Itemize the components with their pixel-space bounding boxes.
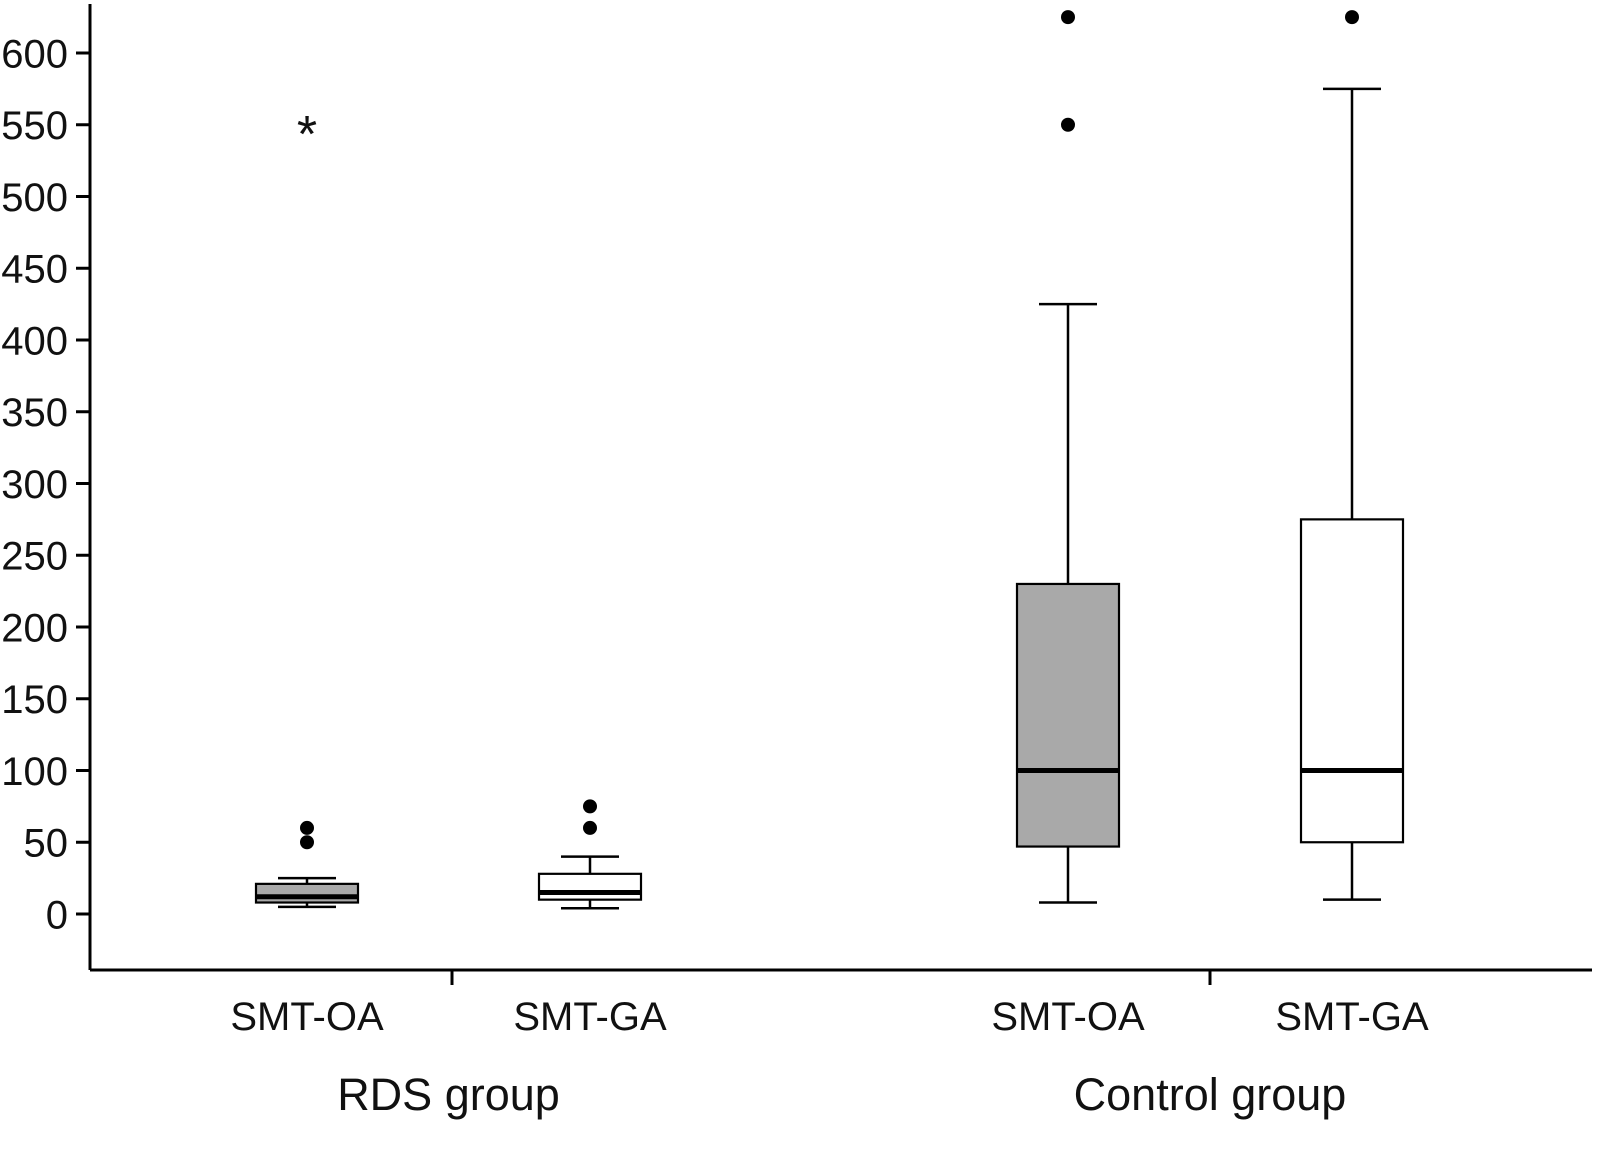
y-tick-label: 500 [1, 176, 68, 220]
y-tick-label: 600 [1, 32, 68, 76]
outlier-dot [300, 835, 314, 850]
outlier-dot [1345, 10, 1359, 25]
box-rect [537, 872, 643, 901]
box-rect [1015, 582, 1121, 848]
box-rds-smt-oa: * [254, 106, 360, 909]
box-rect [1299, 518, 1405, 844]
outlier-dot [583, 799, 597, 814]
category-label: SMT-GA [1275, 995, 1429, 1039]
category-label: SMT-GA [513, 995, 667, 1039]
y-tick-label: 300 [1, 463, 68, 507]
outlier-dot [1061, 10, 1075, 25]
y-tick-label: 50 [24, 822, 69, 866]
y-tick-label: 150 [1, 678, 68, 722]
outlier-dot [1061, 117, 1075, 132]
group-label: Control group [1074, 1069, 1347, 1120]
outlier-dot [300, 820, 314, 835]
y-tick-label: 400 [1, 319, 68, 363]
y-tick-label: 550 [1, 104, 68, 148]
y-tick-label: 250 [1, 535, 68, 579]
category-label: SMT-OA [230, 995, 384, 1039]
box-rect [254, 882, 360, 904]
outlier-dot [583, 820, 597, 835]
y-tick-label: 450 [1, 248, 68, 292]
box-control-smt-ga [1299, 10, 1405, 901]
category-label: SMT-OA [991, 995, 1145, 1039]
extreme-outlier-asterisk: * [297, 106, 317, 164]
box-rds-smt-ga [537, 799, 643, 910]
y-tick-label: 0 [46, 893, 68, 937]
y-tick-label: 350 [1, 391, 68, 435]
y-tick-label: 100 [1, 750, 68, 794]
y-tick-label: 200 [1, 606, 68, 650]
box-control-smt-oa [1015, 10, 1121, 904]
group-label: RDS group [337, 1069, 560, 1120]
